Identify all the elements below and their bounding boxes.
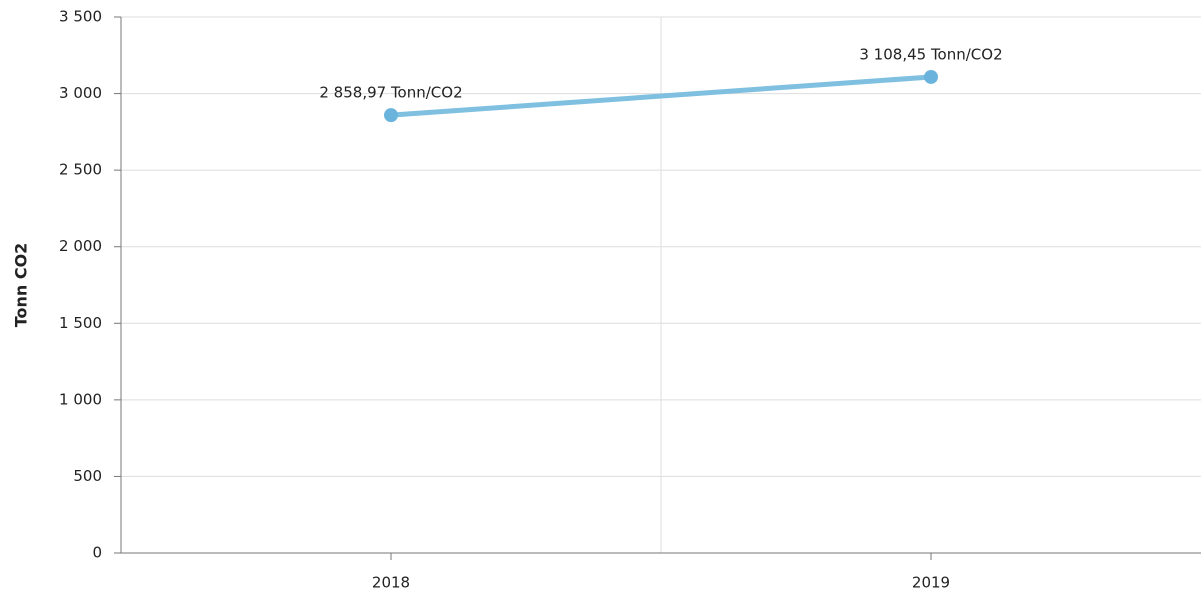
y-tick-label: 3 000: [59, 84, 102, 102]
y-axis-label: Tonn CO2: [12, 243, 31, 328]
x-tick-label: 2019: [912, 574, 950, 592]
data-label: 3 108,45 Tonn/CO2: [859, 45, 1002, 63]
point: [384, 108, 398, 123]
data-label: 2 858,97 Tonn/CO2: [319, 84, 462, 102]
x-tick-label: 2018: [372, 574, 410, 592]
y-tick-label: 2 500: [59, 161, 102, 179]
y-tick-label: 2 000: [59, 237, 102, 255]
y-tick-label: 3 500: [59, 8, 102, 26]
y-tick-label: 1 500: [59, 314, 102, 332]
y-tick-label: 1 000: [59, 390, 102, 408]
y-tick-label: 0: [92, 544, 102, 562]
point: [924, 69, 938, 84]
y-tick-label: 500: [73, 467, 102, 485]
series-line: [388, 74, 934, 118]
